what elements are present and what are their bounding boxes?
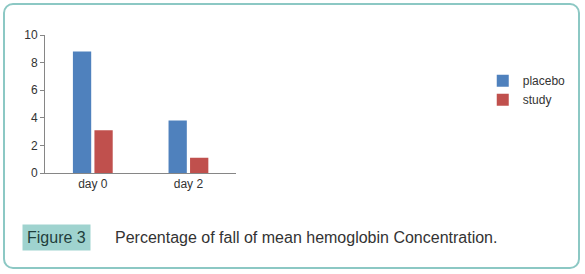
svg-text:2: 2 [31, 139, 38, 153]
svg-text:Figure 3: Figure 3 [27, 229, 86, 246]
svg-text:day 2: day 2 [174, 177, 204, 191]
svg-text:10: 10 [24, 28, 38, 42]
svg-text:day 0: day 0 [78, 177, 108, 191]
svg-text:placebo: placebo [523, 74, 565, 88]
svg-text:4: 4 [31, 111, 38, 125]
svg-text:study: study [523, 93, 552, 107]
svg-text:8: 8 [31, 56, 38, 70]
svg-text:0: 0 [31, 166, 38, 180]
svg-text:Percentage of fall of mean hem: Percentage of fall of mean hemoglobin Co… [115, 229, 497, 246]
svg-text:6: 6 [31, 83, 38, 97]
